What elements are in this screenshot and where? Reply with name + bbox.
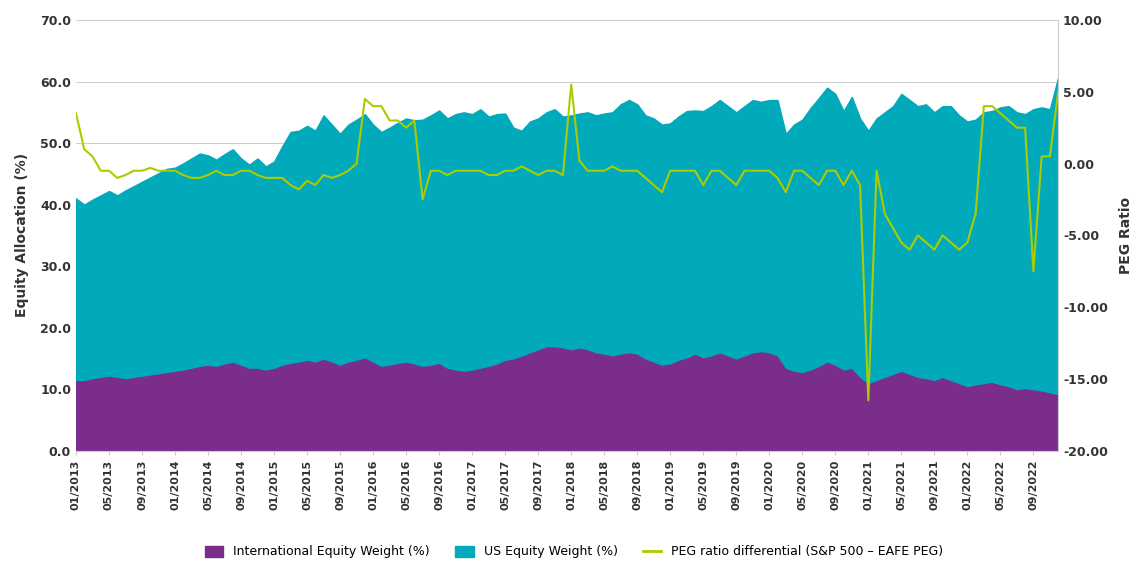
Legend: International Equity Weight (%), US Equity Weight (%), PEG ratio differential (S: International Equity Weight (%), US Equi… bbox=[199, 539, 949, 565]
Y-axis label: PEG Ratio: PEG Ratio bbox=[1119, 197, 1133, 274]
Y-axis label: Equity Allocation (%): Equity Allocation (%) bbox=[15, 153, 29, 317]
